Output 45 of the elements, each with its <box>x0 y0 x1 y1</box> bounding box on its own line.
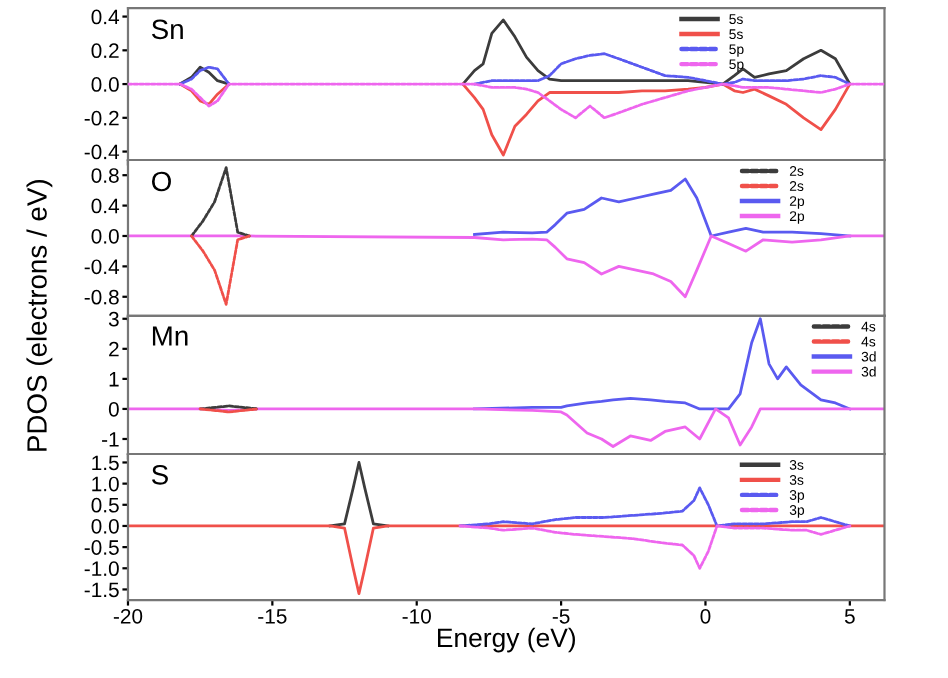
y-tick-label: 0 <box>108 401 119 417</box>
x-axis-title: Energy (eV) <box>438 627 575 653</box>
y-tick-label: -1.5 <box>84 582 119 598</box>
x-tick-label: 0 <box>700 608 711 624</box>
line-series <box>127 524 885 596</box>
line-series <box>458 524 852 570</box>
line-series <box>127 82 885 120</box>
line-series <box>127 407 885 448</box>
line-series <box>473 317 852 411</box>
y-tick-label: -0.8 <box>84 289 119 305</box>
line-series <box>190 166 251 238</box>
y-tick-label: 3 <box>108 311 119 327</box>
y-tick-label: 1.0 <box>92 476 119 492</box>
line-series <box>473 177 852 238</box>
annotation: Sn <box>151 19 183 40</box>
y-tick-label: 0.2 <box>91 43 119 59</box>
y-tick-label: 0.0 <box>91 77 119 92</box>
x-tick-label: -20 <box>113 608 143 624</box>
y-tick-label: 0.0 <box>91 518 119 534</box>
annotation: S <box>151 464 168 485</box>
y-tick-label: 0.0 <box>91 228 119 244</box>
y-tick-label: 0.4 <box>91 9 120 25</box>
line-series <box>127 234 885 299</box>
line-series <box>328 461 390 528</box>
y-tick-label: -0.4 <box>84 259 120 275</box>
y-tick-label: 2 <box>109 341 119 357</box>
x-tick-label: -10 <box>402 608 431 624</box>
x-tick-label: -15 <box>258 609 287 624</box>
y-tick-label: -1 <box>102 432 119 447</box>
y-tick-label: -0.5 <box>84 540 119 555</box>
x-tick-label: 5 <box>844 609 855 624</box>
annotation: Mn <box>152 326 188 346</box>
y-tick-label: 1.5 <box>92 455 119 471</box>
y-tick-label: -0.2 <box>84 110 119 126</box>
line-series <box>190 234 251 306</box>
y-tick-label: -0.4 <box>84 144 120 160</box>
y-tick-label: 0.5 <box>91 497 119 513</box>
line-series <box>458 486 852 528</box>
x-tick-label: -5 <box>552 609 570 624</box>
y-tick-label: -1.0 <box>84 561 119 577</box>
annotation: O <box>151 171 171 192</box>
y-tick-label: 1 <box>109 372 119 387</box>
y-axis-title: PDOS (electrons / eV) <box>26 180 53 451</box>
y-tick-label: 0.4 <box>91 198 120 214</box>
y-tick-label: 0.8 <box>91 168 119 183</box>
